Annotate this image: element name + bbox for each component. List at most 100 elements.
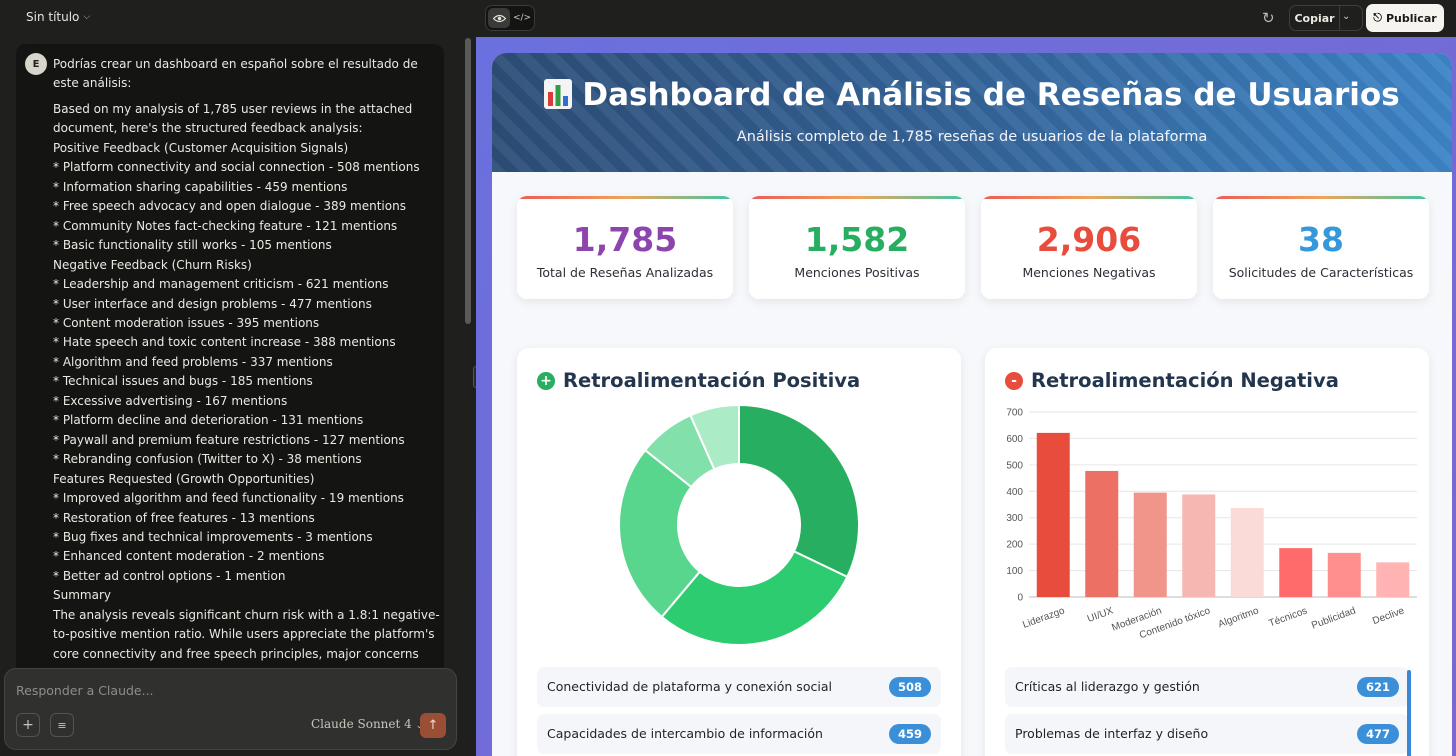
model-selector[interactable]: Claude Sonnet 4 ⌄ <box>311 717 423 731</box>
analysis-line: Summary <box>53 588 111 603</box>
y-tick-label: 200 <box>1006 540 1023 551</box>
code-tab[interactable]: </> <box>511 8 533 28</box>
message-input[interactable]: Responder a Claude... <box>16 683 154 698</box>
analysis-line: * Excessive advertising - 167 mentions <box>53 393 288 408</box>
bar <box>1327 552 1361 597</box>
analysis-line: * Platform connectivity and social conne… <box>53 160 420 175</box>
positive-doughnut-chart <box>618 403 860 646</box>
analysis-line: document, here's the structured feedback… <box>53 121 363 136</box>
avatar: E <box>25 53 47 75</box>
chevron-down-icon: ⌵ <box>83 12 91 22</box>
count-badge: 477 <box>1357 724 1399 744</box>
x-tick-label: Liderazgo <box>1021 605 1066 631</box>
conversation-title: Sin título <box>26 10 80 24</box>
chat-pane: Sin título ⌵ E Podrías crear un dashboar… <box>0 0 479 756</box>
y-tick-label: 600 <box>1006 434 1023 445</box>
stat-value: 2,906 <box>1036 220 1142 259</box>
bar <box>1036 432 1070 597</box>
code-icon: </> <box>512 13 532 23</box>
y-tick-label: 100 <box>1006 566 1023 577</box>
stat-label: Solicitudes de Características <box>1228 265 1414 280</box>
stat-card-accent <box>517 196 733 199</box>
chat-scrollbar[interactable] <box>465 38 471 324</box>
bar <box>1230 507 1264 597</box>
page-title: Dashboard de Análisis de Reseñas de Usua… <box>492 77 1452 113</box>
send-button[interactable]: ↑ <box>420 713 446 738</box>
bar <box>1376 562 1410 597</box>
list-item-label: Críticas al liderazgo y gestión <box>1015 679 1200 694</box>
analysis-line: * Technical issues and bugs - 185 mentio… <box>53 374 313 389</box>
x-tick-label: Técnicos <box>1267 605 1308 629</box>
doughnut-slice <box>689 403 740 471</box>
dashboard-header: Dashboard de Análisis de Reseñas de Usua… <box>492 53 1452 172</box>
preview-tab[interactable] <box>488 8 510 28</box>
list-item: Conectividad de plataforma y conexión so… <box>537 667 941 707</box>
bar-chart-icon <box>544 79 573 109</box>
analysis-line: * Free speech advocacy and open dialogue… <box>53 199 406 214</box>
analysis-line: Features Requested (Growth Opportunities… <box>53 471 315 486</box>
chat-header: Sin título ⌵ <box>0 0 476 36</box>
plus-circle-icon: + <box>537 371 555 390</box>
artifact-canvas: Dashboard de Análisis de Reseñas de Usua… <box>476 37 1456 756</box>
analysis-line: * Platform decline and deterioration - 1… <box>53 413 364 428</box>
view-toggle: </> <box>485 5 535 31</box>
analysis-line: * Information sharing capabilities - 459… <box>53 179 348 194</box>
negative-feedback-panel: - Retroalimentación Negativa 0 100 200 300 4… <box>985 348 1429 756</box>
analysis-line: * Community Notes fact-checking feature … <box>53 218 398 233</box>
share-icon: ⎋ <box>1373 11 1382 24</box>
copy-options-chevron-icon[interactable]: ⌄ <box>1342 11 1351 22</box>
stat-label: Menciones Negativas <box>1022 265 1156 280</box>
minus-circle-icon: - <box>1005 371 1023 390</box>
tools-button[interactable]: ≡ <box>50 713 74 737</box>
stat-card-positive: 1,582 Menciones Positivas <box>749 196 965 299</box>
list-scrollbar[interactable] <box>1407 670 1411 756</box>
list-item-label: Problemas de interfaz y diseño <box>1015 726 1209 741</box>
analysis-line: * Paywall and premium feature restrictio… <box>53 432 405 447</box>
analysis-line: Based on my analysis of 1,785 user revie… <box>53 102 413 116</box>
analysis-line: * Basic functionality still works - 105 … <box>53 238 332 253</box>
analysis-line: * Enhanced content moderation - 2 mentio… <box>53 549 325 564</box>
negative-title: Retroalimentación Negativa <box>1031 369 1339 392</box>
conversation-title-menu[interactable]: Sin título ⌵ <box>26 10 90 24</box>
publish-button[interactable]: ⎋ Publicar <box>1366 4 1444 32</box>
list-item-label: Capacidades de intercambio de informació… <box>547 726 823 741</box>
copy-button[interactable]: Copiar <box>1290 6 1340 30</box>
add-attachment-button[interactable]: + <box>16 713 40 737</box>
stat-value: 38 <box>1298 220 1344 259</box>
analysis-line: * Content moderation issues - 395 mentio… <box>53 315 320 330</box>
user-message: E Podrías crear un dashboard en español … <box>16 44 444 684</box>
x-tick-label: UI/UX <box>1086 605 1115 625</box>
count-badge: 621 <box>1357 677 1399 697</box>
stat-card-accent <box>749 196 965 199</box>
analysis-line: * Restoration of free features - 13 ment… <box>53 510 315 525</box>
bar <box>1182 494 1216 597</box>
stat-card-negative: 2,906 Menciones Negativas <box>981 196 1197 299</box>
x-tick-label: Algoritmo <box>1217 605 1261 630</box>
positive-title: Retroalimentación Positiva <box>563 369 861 392</box>
doughnut-slice <box>618 448 702 619</box>
stat-value: 1,785 <box>572 220 678 259</box>
user-question: Podrías crear un dashboard en español so… <box>53 57 418 90</box>
analysis-line: Negative Feedback (Churn Risks) <box>53 257 252 272</box>
doughnut-slice <box>660 550 849 646</box>
analysis-line: * Rebranding confusion (Twitter to X) - … <box>53 452 362 467</box>
refresh-icon[interactable]: ↻ <box>1262 9 1275 27</box>
analysis-line: * User interface and design problems - 4… <box>53 296 372 311</box>
analysis-line: to-positive mention ratio. While users a… <box>53 627 435 642</box>
stat-label: Menciones Positivas <box>794 265 920 280</box>
panel-title: + Retroalimentación Positiva <box>537 369 860 392</box>
x-tick-label: Publicidad <box>1310 605 1357 631</box>
analysis-line: core connectivity and free speech princi… <box>53 646 419 661</box>
count-badge: 459 <box>889 724 931 744</box>
artifact-pane: </> ↻ Copiar ⌄ ⎋ Publicar Dashboard de A… <box>476 0 1456 756</box>
x-tick-label: Declive <box>1371 605 1406 627</box>
positive-feedback-panel: + Retroalimentación Positiva Conectivida… <box>517 348 961 756</box>
bar <box>1133 492 1167 597</box>
analysis-line: * Better ad control options - 1 mention <box>53 568 286 583</box>
analysis-line: * Bug fixes and technical improvements -… <box>53 529 373 544</box>
stat-card-accent <box>1213 196 1429 199</box>
composer: Responder a Claude... + ≡ Claude Sonnet … <box>4 668 457 750</box>
analysis-line: * Leadership and management criticism - … <box>53 277 389 292</box>
publish-label: Publicar <box>1386 11 1437 25</box>
